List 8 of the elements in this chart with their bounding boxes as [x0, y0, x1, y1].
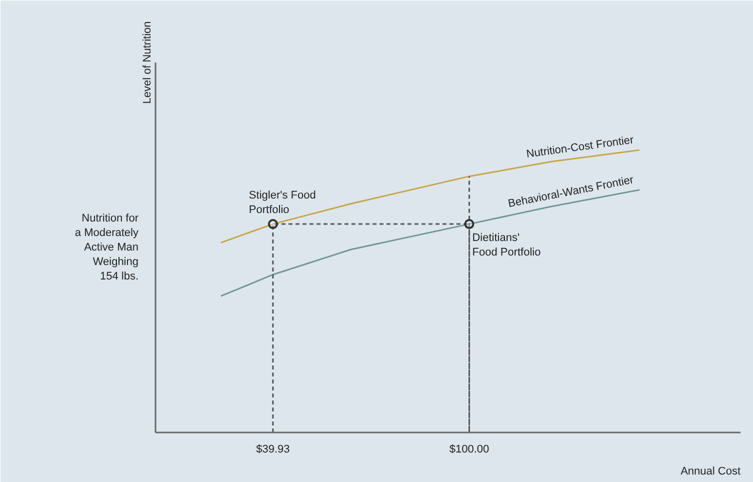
x-axis-title: Annual Cost	[680, 466, 741, 478]
annotation: Stigler's Food Portfolio	[248, 190, 316, 216]
text: Nutrition-Cost Frontier	[526, 134, 635, 160]
annotation: Dietitians' Food Portfolio	[472, 232, 541, 258]
x-tick-label: $39.93	[256, 444, 290, 456]
text: Nutrition for a Moderately Active Man Weighing 154 lbs.	[74, 212, 139, 282]
y-axis-title: Level of Nutrition	[142, 21, 154, 104]
x-tick-label: $100.00	[449, 444, 490, 456]
